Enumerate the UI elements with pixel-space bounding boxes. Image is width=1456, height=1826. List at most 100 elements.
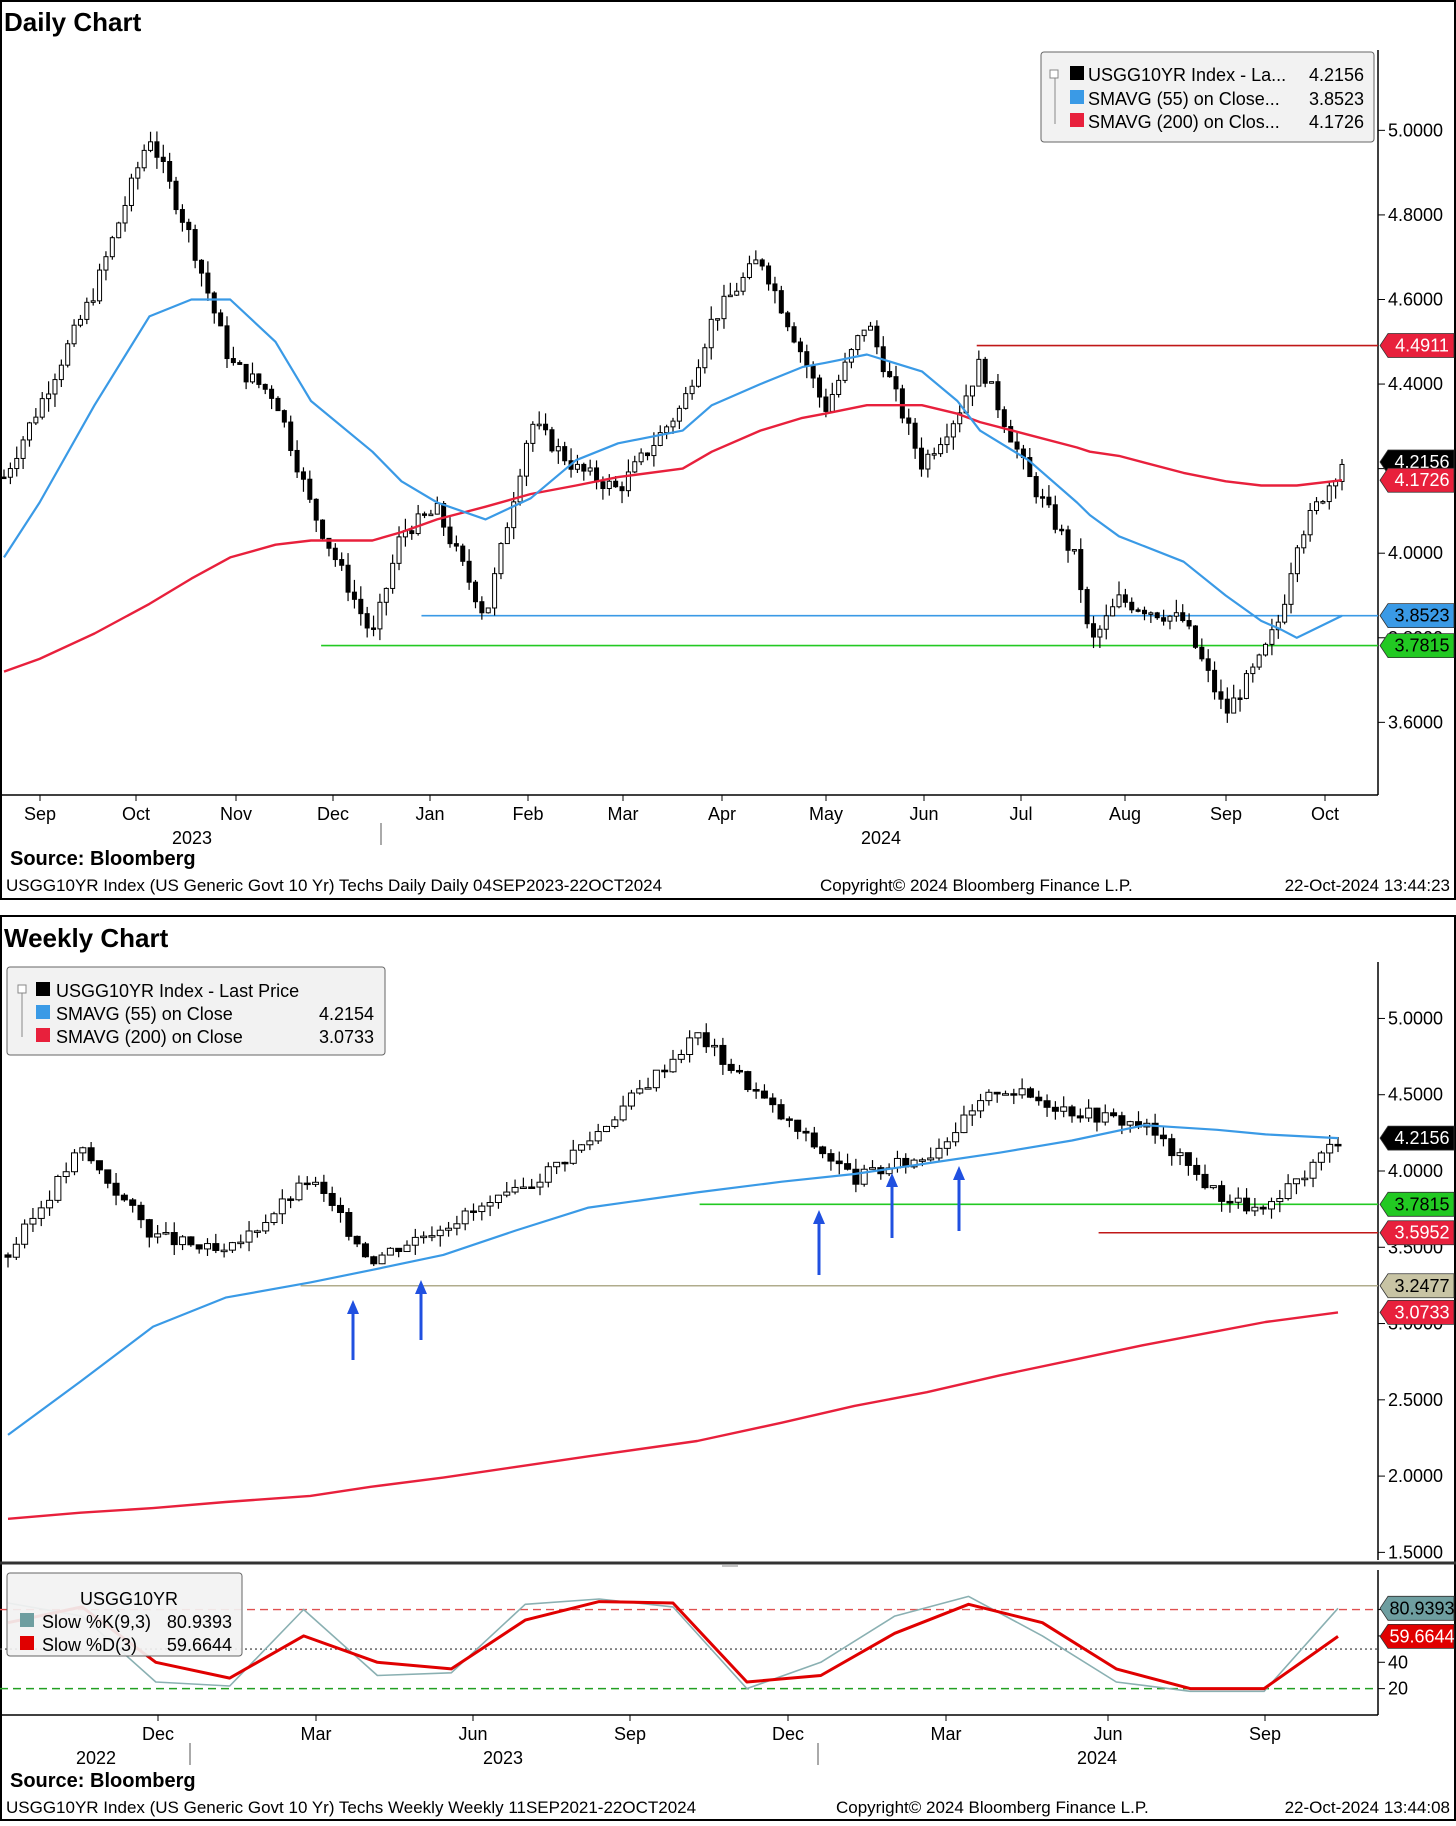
candle-body — [918, 1159, 926, 1162]
candle-body — [262, 1222, 270, 1232]
candle-body — [562, 446, 568, 462]
value-badge-text: 3.7815 — [1394, 1194, 1449, 1214]
candle-body — [154, 1233, 162, 1238]
x-month-label: Jun — [909, 804, 938, 824]
candle-body — [638, 452, 644, 463]
candle-body — [237, 362, 243, 365]
candle-body — [1116, 594, 1122, 608]
candle-body — [842, 361, 848, 381]
candle-body — [1118, 1115, 1126, 1126]
candle-body — [1173, 612, 1179, 617]
candle-body — [661, 1069, 669, 1073]
candle-body — [109, 237, 115, 258]
candle-body — [594, 1131, 602, 1142]
candle-body — [1276, 1198, 1284, 1203]
candle-body — [977, 1100, 985, 1112]
x-month-label: Jul — [1009, 804, 1032, 824]
candle-body — [927, 1157, 935, 1161]
candle-body — [503, 1191, 511, 1196]
candle-body — [1097, 628, 1103, 638]
candle-body — [794, 1119, 802, 1132]
up-arrow-head-icon — [347, 1300, 359, 1314]
candle-body — [744, 1071, 752, 1091]
candle-body — [120, 1194, 128, 1201]
candle-body — [753, 259, 759, 265]
candle-body — [829, 393, 835, 412]
candle-body — [116, 222, 122, 239]
candle-body — [328, 1192, 336, 1206]
x-month-label: Mar — [931, 1724, 962, 1744]
candle-body — [906, 417, 912, 424]
legend-swatch-price — [36, 982, 50, 996]
legend-collapse-icon[interactable] — [17, 984, 27, 994]
candle-body — [498, 543, 504, 575]
candle-body — [511, 501, 517, 529]
y-tick-label: 20 — [1388, 1679, 1408, 1699]
legend-collapse-icon[interactable] — [1049, 69, 1059, 79]
legend-swatch-price — [1070, 66, 1084, 80]
value-badge — [1379, 1595, 1455, 1621]
value-badge-text: 4.2156 — [1394, 452, 1449, 472]
candle-body — [1307, 510, 1313, 536]
candle-body — [1176, 1152, 1184, 1157]
daily-source: Source: Bloomberg — [10, 848, 196, 870]
candle-body — [1076, 1115, 1084, 1119]
candle-body — [21, 1223, 29, 1245]
candle-body — [104, 1169, 112, 1184]
candle-body — [931, 453, 937, 456]
candle-body — [179, 209, 185, 223]
candle-body — [918, 447, 924, 470]
candle-body — [313, 498, 319, 521]
candle-body — [211, 292, 217, 314]
candle-body — [112, 1182, 120, 1196]
candle-body — [167, 161, 173, 182]
candle-body — [676, 407, 682, 422]
candle-body — [1282, 603, 1288, 623]
candle-body — [1014, 441, 1020, 450]
candle-body — [874, 325, 880, 348]
candle-body — [791, 326, 797, 343]
candle-body — [950, 423, 956, 438]
value-badge — [1379, 467, 1455, 493]
value-badge-text: 3.5952 — [1394, 1223, 1449, 1243]
candle-body — [295, 1182, 303, 1201]
candle-body — [619, 486, 625, 492]
candle-body — [320, 519, 326, 539]
candle-body — [586, 1140, 594, 1146]
candle-body — [294, 449, 300, 473]
y-tick-label: 1.5000 — [1388, 1542, 1443, 1562]
candle-body — [785, 312, 791, 328]
candle-body — [453, 1223, 461, 1229]
candle-body — [960, 1114, 968, 1134]
candle-body — [1184, 1152, 1192, 1166]
candle-body — [1314, 501, 1320, 512]
candle-body — [611, 1119, 619, 1127]
candle-body — [395, 1247, 403, 1253]
candle-body — [651, 444, 657, 457]
candle-body — [1250, 666, 1256, 675]
candle-body — [689, 385, 695, 395]
candle-body — [141, 149, 147, 169]
candle-body — [275, 397, 281, 412]
candle-body — [819, 1146, 827, 1155]
candle-body — [243, 363, 249, 383]
candle-body — [485, 607, 491, 614]
candle-body — [935, 1147, 943, 1159]
candle-body — [173, 180, 179, 211]
candle-body — [14, 457, 20, 470]
legend-label: SMAVG (55) on Close... — [1088, 89, 1280, 109]
candle-body — [957, 412, 963, 425]
candle-body — [253, 1230, 261, 1233]
candle-body — [447, 526, 453, 545]
candle-body — [195, 1244, 203, 1250]
candle-body — [530, 423, 536, 444]
candle-body — [603, 1125, 610, 1133]
x-month-label: Mar — [301, 1724, 332, 1744]
candle-body — [860, 1168, 868, 1185]
candle-body — [1192, 625, 1198, 648]
value-badge — [1379, 633, 1455, 658]
candle-body — [403, 1244, 411, 1253]
value-badge-text: 3.2477 — [1394, 1276, 1449, 1296]
candle-body — [759, 259, 765, 267]
x-month-label: Apr — [708, 804, 736, 824]
